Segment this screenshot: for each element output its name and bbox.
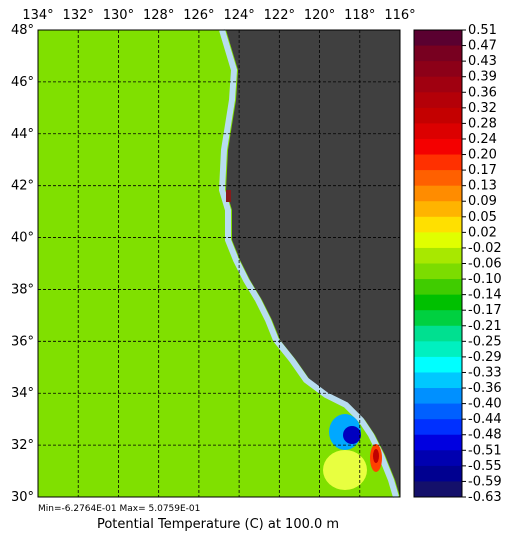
colorbar-label: -0.06 (468, 257, 502, 272)
colorbar-swatch (414, 450, 462, 467)
colorbar-label: 0.09 (468, 194, 497, 209)
lat-label: 48° (11, 23, 34, 38)
colorbar-label: -0.63 (468, 490, 502, 505)
colorbar-swatch (414, 247, 462, 264)
map-frame (37, 29, 401, 498)
colorbar-swatch (414, 216, 462, 233)
colorbar-swatch (414, 232, 462, 249)
colorbar-swatch (414, 419, 462, 436)
colorbar-label: -0.40 (468, 397, 502, 412)
coastline (218, 29, 399, 498)
colorbar-label: -0.25 (468, 334, 502, 349)
colorbar-label: -0.55 (468, 459, 502, 474)
colorbar-swatch (414, 185, 462, 202)
colorbar-label: -0.51 (468, 443, 502, 458)
colorbar-label: 0.51 (468, 23, 497, 38)
colorbar-label: 0.36 (468, 85, 497, 100)
lon-label: 126° (183, 8, 214, 23)
colorbar-label: 0.28 (468, 116, 497, 131)
colorbar-swatch (414, 356, 462, 373)
colorbar-swatch (414, 372, 462, 389)
colorbar-swatch (414, 201, 462, 218)
colorbar-swatch (414, 465, 462, 482)
colorbar-swatch (414, 107, 462, 124)
colorbar-swatch (414, 138, 462, 156)
min-max: Min=-6.2764E-01 Max= 5.0759E-01 (38, 504, 200, 514)
colorbar-label: 0.02 (468, 225, 497, 240)
lat-label: 42° (11, 179, 34, 194)
colorbar-swatch (414, 76, 462, 93)
lon-label: 132° (63, 8, 94, 23)
colorbar-swatch (414, 294, 462, 311)
colorbar-swatch (414, 170, 462, 187)
colorbar-swatch (414, 388, 462, 405)
lat-label: 32° (11, 438, 34, 453)
hot-core (373, 449, 379, 463)
lat-label: 36° (11, 334, 34, 349)
lat-label: 30° (11, 490, 34, 505)
colorbar-label: -0.44 (468, 412, 502, 427)
colorbar-swatch (414, 434, 462, 451)
colorbar-swatch (414, 30, 462, 47)
lat-label: 38° (11, 282, 34, 297)
colorbar-label: 0.05 (468, 210, 497, 225)
colorbar-swatch (414, 341, 462, 358)
colorbar-label: -0.36 (468, 381, 502, 396)
lon-label: 128° (143, 8, 174, 23)
lat-label: 40° (11, 231, 34, 246)
land (226, 30, 400, 497)
title: Potential Temperature (C) at 100.0 m (97, 517, 339, 532)
lat-label: 46° (11, 75, 34, 90)
colorbar-label: 0.13 (468, 179, 497, 194)
colorbar-swatch (414, 279, 462, 296)
lon-label: 120° (304, 8, 335, 23)
warm-area (323, 450, 367, 490)
lon-label: 118° (344, 8, 375, 23)
colorbar-label: -0.59 (468, 474, 502, 489)
colorbar-swatch (414, 123, 462, 140)
colorbar-label: 0.43 (468, 54, 497, 69)
colorbar-label: -0.48 (468, 428, 502, 443)
colorbar-swatch (414, 92, 462, 109)
lat-label: 44° (11, 127, 34, 142)
colorbar-label: -0.14 (468, 288, 502, 303)
colorbar-label: -0.02 (468, 241, 502, 256)
colorbar-label: 0.47 (468, 39, 497, 54)
colorbar-label: 0.17 (468, 163, 497, 178)
colorbar-swatch (414, 310, 462, 327)
lon-label: 122° (264, 8, 295, 23)
lon-label: 134° (22, 8, 53, 23)
cold-core (343, 426, 361, 444)
colorbar-swatch (414, 61, 462, 78)
colorbar-swatch (414, 263, 462, 280)
colorbar-label: 0.39 (468, 70, 497, 85)
coastal-anomaly (226, 190, 231, 202)
colorbar-label: -0.21 (468, 319, 502, 334)
colorbar-swatch (414, 45, 462, 62)
colorbar-label: -0.10 (468, 272, 502, 287)
colorbar-swatch (414, 403, 462, 420)
lon-label: 130° (103, 8, 134, 23)
lon-label: 124° (223, 8, 254, 23)
colorbar-swatch (414, 481, 462, 498)
colorbar-label: 0.32 (468, 101, 497, 116)
colorbar-swatch (414, 325, 462, 342)
lon-label: 116° (384, 8, 415, 23)
colorbar-label: -0.17 (468, 303, 502, 318)
colorbar-label: -0.29 (468, 350, 502, 365)
colorbar-swatch (414, 154, 462, 171)
colorbar-label: -0.33 (468, 365, 502, 380)
colorbar-label: 0.24 (468, 132, 497, 147)
lat-label: 34° (11, 386, 34, 401)
colorbar-label: 0.20 (468, 148, 497, 163)
